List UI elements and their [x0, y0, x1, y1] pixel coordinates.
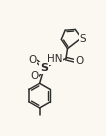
Text: O: O [29, 55, 37, 65]
Text: S: S [80, 34, 86, 44]
Text: O: O [30, 71, 38, 81]
Text: O: O [75, 56, 83, 66]
Text: HN: HN [47, 54, 62, 64]
Text: S: S [40, 63, 48, 73]
